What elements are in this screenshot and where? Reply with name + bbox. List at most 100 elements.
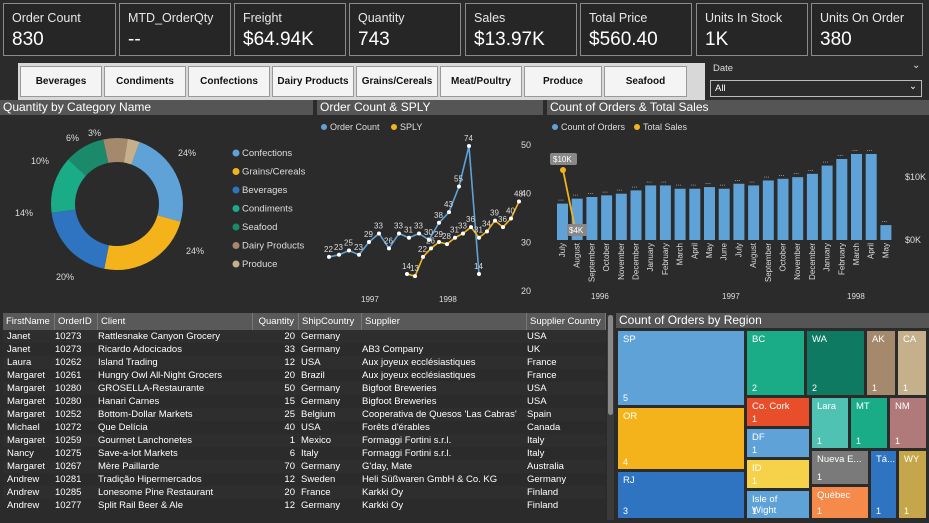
column-header[interactable]: Supplier xyxy=(362,313,527,330)
bar xyxy=(777,178,789,240)
treemap-cell[interactable]: AK 1 xyxy=(866,330,896,396)
table-row[interactable]: Margaret 10261 Hungry Owl All-Night Grocer… xyxy=(3,369,606,382)
treemap-cell[interactable]: MT 1 xyxy=(850,397,888,449)
table-cell: Heli Süßwaren GmbH & Co. KG xyxy=(362,474,498,485)
donut-slice-5[interactable] xyxy=(103,138,128,163)
donut-pct-label: 10% xyxy=(31,156,49,166)
table-cell: Hungry Owl All-Night Grocers xyxy=(98,370,223,381)
sales-line xyxy=(562,169,576,229)
treemap-cell[interactable]: NM 1 xyxy=(889,397,927,449)
month-label: September xyxy=(764,243,773,282)
treemap-cell[interactable]: Québec 1 xyxy=(811,486,869,519)
column-header[interactable]: Client xyxy=(98,313,253,330)
treemap-cell[interactable]: SP 5 xyxy=(617,330,745,406)
table-cell: Margaret xyxy=(7,461,46,472)
slicer-produce[interactable]: Produce xyxy=(524,66,602,97)
table-row[interactable]: Margaret 10280 GROSELLA-Restaurante 50 Germa… xyxy=(3,382,606,395)
table-cell: France xyxy=(527,357,557,368)
treemap-count: 1 xyxy=(817,436,823,446)
treemap-cell[interactable]: DF 1 xyxy=(746,428,810,458)
treemap-cell[interactable]: RJ 3 xyxy=(617,471,745,519)
treemap-cell[interactable]: ID 1 xyxy=(746,459,810,489)
treemap-count: 1 xyxy=(876,506,882,516)
kpi-value: $560.40 xyxy=(589,29,658,50)
legend-label: Dairy Products xyxy=(242,241,305,252)
column-header[interactable]: OrderID xyxy=(55,313,98,330)
slicer-condiments[interactable]: Condiments xyxy=(104,66,186,97)
column-header[interactable]: Supplier Country xyxy=(527,313,606,330)
slicer-confections[interactable]: Confections xyxy=(188,66,270,97)
treemap-count: 4 xyxy=(623,457,629,467)
treemap-cell[interactable]: Lara 1 xyxy=(811,397,849,449)
slicer-grains-cereals[interactable]: Grains/Cereals xyxy=(356,66,438,97)
table-cell: Mexico xyxy=(301,435,332,446)
donut-pct-label: 6% xyxy=(66,133,79,143)
date-filter-collapse-icon[interactable]: ⌄ xyxy=(912,60,921,71)
treemap-cell[interactable]: BC 2 xyxy=(746,330,805,396)
table-cell: USA xyxy=(527,383,547,394)
month-label: January xyxy=(646,243,655,271)
table-row[interactable]: Margaret 10259 Gourmet Lanchonetes 1 Mexico F… xyxy=(3,434,606,447)
year-label: 1998 xyxy=(847,292,865,301)
column-header[interactable]: FirstName xyxy=(3,313,55,330)
treemap-cell[interactable]: OR 4 xyxy=(617,407,745,470)
table-row[interactable]: Margaret 10267 Mère Paillarde 70 Germany G'da… xyxy=(3,460,606,473)
table-row[interactable]: Margaret 10280 Hanari Carnes 15 Germany Bigfo… xyxy=(3,395,606,408)
table-row[interactable]: Andrew 10281 Tradição Hipermercados 12 Swede… xyxy=(3,473,606,486)
kpi-value: $64.94K xyxy=(243,29,314,50)
bar xyxy=(630,190,642,240)
order-count-point xyxy=(407,235,411,240)
table-row[interactable]: Andrew 10277 Split Rail Beer & Ale 12 German… xyxy=(3,499,606,512)
column-header[interactable]: Quantity xyxy=(253,313,299,330)
table-row[interactable]: Nancy 10275 Save-a-lot Markets 6 Italy Formag… xyxy=(3,447,606,460)
bar-data-label: ... xyxy=(749,177,755,184)
table-cell: 33 xyxy=(284,344,295,355)
sply-data-label: 31 xyxy=(450,226,459,235)
table-cell: 10273 xyxy=(55,331,82,342)
donut-slice-1[interactable] xyxy=(104,215,181,270)
donut-slice-3[interactable] xyxy=(51,159,86,213)
donut-slice-0[interactable] xyxy=(131,142,183,222)
table-cell: UK xyxy=(527,344,541,355)
column-header[interactable]: ShipCountry xyxy=(299,313,362,330)
slicer-seafood[interactable]: Seafood xyxy=(604,66,687,97)
treemap-cell[interactable]: WA 2 xyxy=(806,330,865,396)
order-count-point xyxy=(377,231,381,236)
donut-slice-6[interactable] xyxy=(123,138,140,165)
date-filter-dropdown[interactable]: All ⌄ xyxy=(710,80,922,97)
table-row[interactable]: Michael 10272 Que Delícia 40 USA Forêts d'éra… xyxy=(3,421,606,434)
bar-chart: Count of Orders Total Sales... July... Augu… xyxy=(550,122,926,301)
donut-slice-2[interactable] xyxy=(51,209,109,269)
table-row[interactable]: Margaret 10252 Bottom-Dollar Markets 25 Belg… xyxy=(3,408,606,421)
table-row[interactable]: Laura 10262 Island Trading 12 USA Aux joyeux … xyxy=(3,356,606,369)
table-row[interactable]: Janet 10273 Ricardo Adocicados 33 Germany AB3… xyxy=(3,343,606,356)
slicer-beverages[interactable]: Beverages xyxy=(20,66,102,97)
table-row[interactable]: Janet 10273 Rattlesnake Canyon Grocery 20 Ge… xyxy=(3,330,606,343)
treemap-cell[interactable]: Nueva E... 1 xyxy=(811,450,869,485)
order-count-point xyxy=(437,220,441,225)
slicer-meat-poultry[interactable]: Meat/Poultry xyxy=(440,66,522,97)
kpi-card-5: Total Price $560.40 xyxy=(580,3,692,56)
bar xyxy=(674,188,686,240)
table-row[interactable]: Andrew 10285 Lonesome Pine Restaurant 20 Fra… xyxy=(3,486,606,499)
treemap-label: WA xyxy=(812,334,827,345)
table-scrollbar-thumb[interactable] xyxy=(608,315,613,415)
donut-slice-4[interactable] xyxy=(68,139,109,176)
treemap-cell[interactable]: CA 1 xyxy=(897,330,927,396)
donut-pct-label: 14% xyxy=(15,208,33,218)
treemap-cell[interactable]: Isle of Wight 1 xyxy=(746,490,810,519)
table-scrollbar[interactable] xyxy=(607,315,614,520)
donut-pct-label: 20% xyxy=(56,272,74,282)
treemap-cell[interactable]: Co. Cork 1 xyxy=(746,397,810,427)
sply-data-label: 33 xyxy=(458,221,467,230)
treemap-cell[interactable]: WY 1 xyxy=(898,450,927,519)
month-label: March xyxy=(852,243,861,265)
slicer-dairy-products[interactable]: Dairy Products xyxy=(272,66,354,97)
kpi-value: 1K xyxy=(705,29,729,50)
bar-data-label: ... xyxy=(837,151,843,158)
treemap-cell[interactable]: Tá... 1 xyxy=(870,450,897,519)
y-tick: 50 xyxy=(521,140,531,150)
order-count-data-label: 14 xyxy=(474,262,483,271)
treemap-label: CA xyxy=(903,334,917,345)
